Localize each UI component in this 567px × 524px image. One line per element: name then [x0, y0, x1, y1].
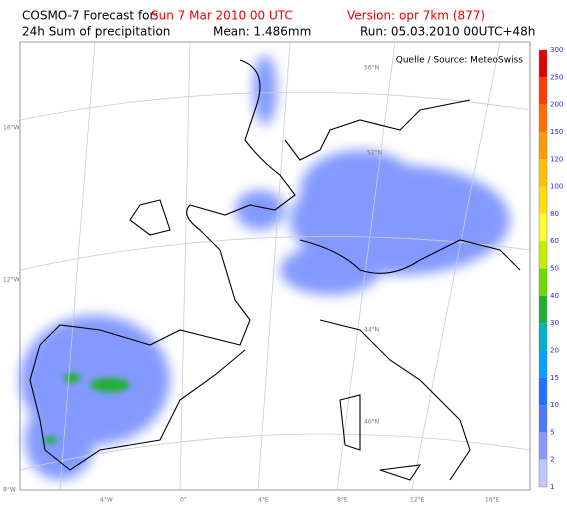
legend-swatch	[539, 323, 547, 351]
coastlines	[29, 59, 521, 481]
legend-swatch	[539, 186, 547, 214]
legend-label: 5	[550, 428, 554, 436]
legend-swatch	[539, 159, 547, 187]
map	[19, 41, 531, 491]
mean: Mean: 1.486mm	[213, 25, 311, 39]
map-labels: 16°W 12°W 8°W 4°W 0° 4°E 8°E 12°E 16°E 56°N 52°N 44…	[3, 65, 500, 504]
graticule	[19, 41, 531, 491]
legend-swatch	[539, 77, 547, 105]
lon-label: 16°W	[3, 125, 20, 132]
lon-label: 0°	[180, 497, 187, 504]
valid-time: Sun 7 Mar 2010 00 UTC	[151, 9, 293, 23]
legend-label: 30	[550, 319, 559, 327]
legend-label: 10	[550, 401, 559, 409]
legend-label: 80	[550, 210, 559, 218]
legend-label: 1	[550, 483, 554, 491]
legend-swatch	[539, 377, 547, 406]
field-name: 24h Sum of precipitation	[22, 25, 170, 39]
lon-label: 12°E	[410, 497, 425, 504]
model-label: COSMO-7 Forecast for:	[22, 9, 158, 23]
legend-frame	[538, 49, 548, 488]
color-legend: 300 250 200 150 120 100 80 60 50 40 30 20 15 10 5 2 1	[538, 46, 563, 491]
run: Run: 05.03.2010 00UTC+48h	[360, 25, 535, 39]
legend-swatch	[539, 295, 547, 324]
lon-label: 4°W	[100, 497, 113, 504]
lon-label: 12°W	[3, 277, 20, 284]
legend-label: 15	[550, 374, 559, 382]
legend-swatch	[539, 268, 547, 296]
lat-label: 52°N	[367, 150, 382, 157]
legend-label: 60	[550, 237, 559, 245]
lon-label: 8°W	[3, 487, 16, 494]
legend-swatch	[539, 459, 547, 487]
legend-swatch	[539, 131, 547, 160]
precip-heavy	[42, 373, 130, 443]
legend-label: 150	[550, 128, 563, 136]
legend-label: 40	[550, 292, 559, 300]
lat-label: 40°N	[364, 419, 379, 426]
legend-label: 20	[550, 346, 559, 354]
legend-label: 100	[550, 183, 563, 191]
legend-swatch	[539, 241, 547, 269]
legend-swatch	[539, 213, 547, 242]
legend-label: 2	[550, 456, 554, 464]
legend-label: 200	[550, 101, 563, 109]
legend-label: 120	[550, 155, 563, 163]
lon-label: 8°E	[337, 497, 348, 504]
lat-label: 56°N	[364, 65, 379, 72]
lon-label: 4°E	[258, 497, 269, 504]
source: Quelle / Source: MeteoSwiss	[396, 56, 524, 66]
lon-label: 16°E	[485, 497, 500, 504]
legend-label: 250	[550, 73, 563, 81]
version: Version: opr 7km (877)	[347, 9, 485, 23]
legend-swatch	[539, 432, 547, 460]
legend-swatch	[539, 104, 547, 132]
legend-label: 300	[550, 46, 563, 54]
precip-field	[20, 55, 510, 480]
legend-swatch	[539, 405, 547, 433]
legend-swatch	[539, 350, 547, 378]
legend-swatch	[539, 50, 547, 78]
legend-label: 50	[550, 265, 559, 273]
lat-label: 44°N	[364, 327, 379, 334]
